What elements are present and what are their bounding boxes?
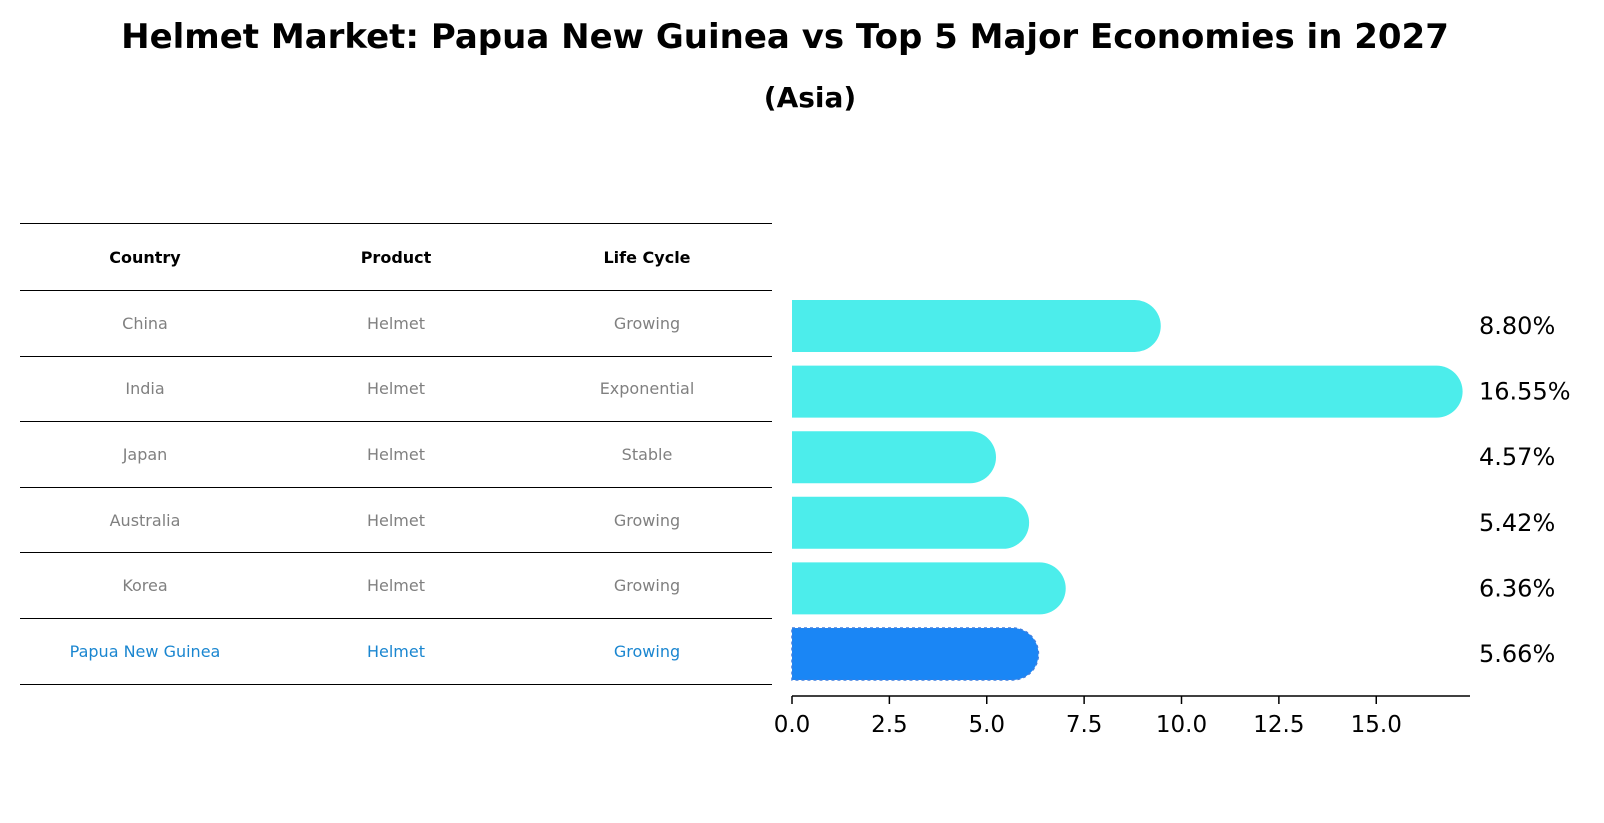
bar-china	[792, 300, 1161, 352]
x-tick-label: 2.5	[871, 712, 908, 738]
table-row: Japan Helmet Stable	[20, 422, 772, 488]
chart-title: Helmet Market: Papua New Guinea vs Top 5…	[121, 17, 1449, 57]
chart-subtitle: (Asia)	[763, 81, 857, 114]
table-row-highlight: Papua New Guinea Helmet Growing	[20, 619, 772, 685]
x-tick-label: 12.5	[1253, 712, 1304, 738]
cell-country: Japan	[122, 444, 168, 464]
x-tick-label: 5.0	[968, 712, 1005, 738]
header-life-cycle: Life Cycle	[603, 247, 691, 267]
bar-india	[792, 365, 1463, 418]
table-row: India Helmet Exponential	[20, 357, 772, 423]
cell-life-cycle: Growing	[613, 641, 681, 661]
cell-country: China	[122, 313, 168, 333]
table-row: China Helmet Growing	[20, 291, 772, 357]
cell-country: Papua New Guinea	[69, 641, 221, 661]
table-row: Korea Helmet Growing	[20, 553, 772, 619]
cell-life-cycle: Exponential	[599, 379, 695, 399]
cell-country: India	[125, 379, 165, 399]
header-country: Country	[109, 247, 181, 267]
cell-life-cycle: Growing	[613, 313, 681, 333]
header-product: Product	[360, 247, 432, 267]
x-tick-label: 7.5	[1066, 712, 1103, 738]
table-row: Australia Helmet Growing	[20, 488, 772, 554]
value-label: 16.55%	[1479, 378, 1571, 406]
cell-life-cycle: Growing	[613, 510, 681, 530]
value-label: 5.66%	[1479, 640, 1555, 668]
cell-country: Australia	[109, 510, 181, 530]
bar-papua-new-guinea	[791, 627, 1040, 681]
cell-life-cycle: Growing	[613, 576, 681, 596]
value-label: 8.80%	[1479, 312, 1555, 340]
bar-korea	[792, 562, 1066, 615]
bar-japan	[792, 431, 997, 484]
x-tick-label: 15.0	[1351, 712, 1402, 738]
cell-product: Helmet	[366, 444, 426, 464]
cell-life-cycle: Stable	[621, 444, 673, 464]
value-label: 4.57%	[1479, 443, 1555, 471]
x-tick-label: 10.0	[1156, 712, 1207, 738]
x-tick-label: 0.0	[774, 712, 811, 738]
cell-product: Helmet	[366, 313, 426, 333]
value-label: 5.42%	[1479, 509, 1555, 537]
cell-product: Helmet	[366, 379, 426, 399]
market-table: Country Product Life Cycle China Helmet …	[20, 223, 772, 685]
table-header-row: Country Product Life Cycle	[20, 224, 772, 291]
cell-product: Helmet	[366, 576, 426, 596]
bar-australia	[792, 496, 1030, 549]
cell-product: Helmet	[366, 510, 426, 530]
cell-country: Korea	[122, 576, 168, 596]
value-label: 6.36%	[1479, 574, 1555, 602]
cell-product: Helmet	[366, 641, 426, 661]
